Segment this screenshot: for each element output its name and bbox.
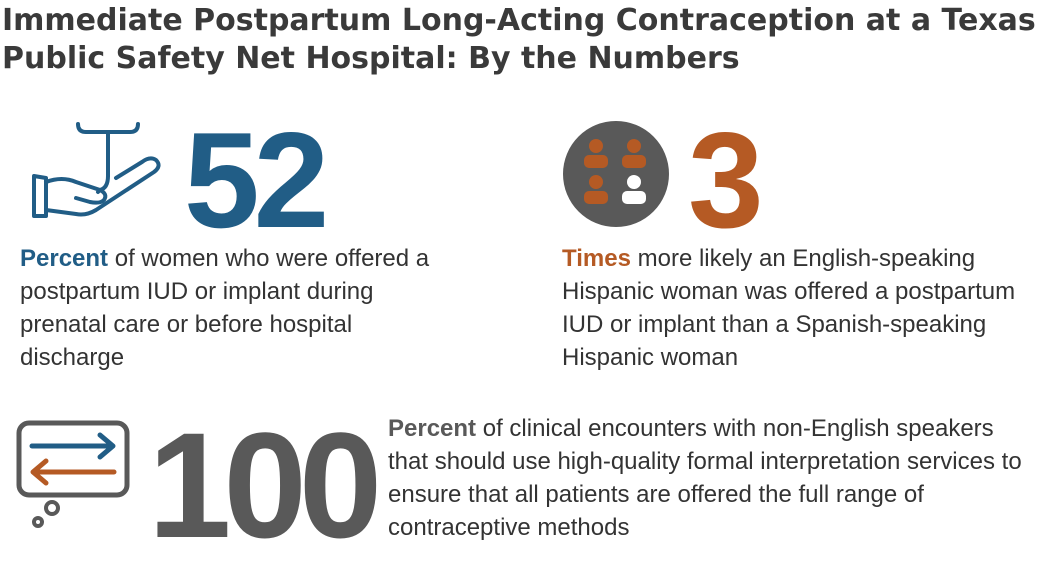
people-group-icon [563,121,669,227]
hand-iud-icon [32,122,161,218]
stat-keyword-1: Percent [20,245,109,272]
stat-text-3: of clinical encounters with non-English … [388,415,1022,541]
stat-text-1: of women who were offered a postpartum I… [20,245,430,371]
stat-number-3: 100 [148,401,382,569]
stat-number-2: 3 [688,104,764,256]
stat-description-1: Percent of women who were offered a post… [20,242,460,374]
stat-description-3: Percent of clinical encounters with non-… [388,412,1040,544]
stat-description-2: Times more likely an English-speaking Hi… [562,242,1040,374]
interpretation-bubble-icon [16,420,130,528]
page-title: Immediate Postpartum Long-Acting Contrac… [2,3,1036,76]
stat-keyword-2: Times [562,245,631,272]
stat-text-2: more likely an English-speaking Hispanic… [562,245,1016,371]
stat-number-1: 52 [184,104,329,256]
stat-keyword-3: Percent [388,415,477,442]
